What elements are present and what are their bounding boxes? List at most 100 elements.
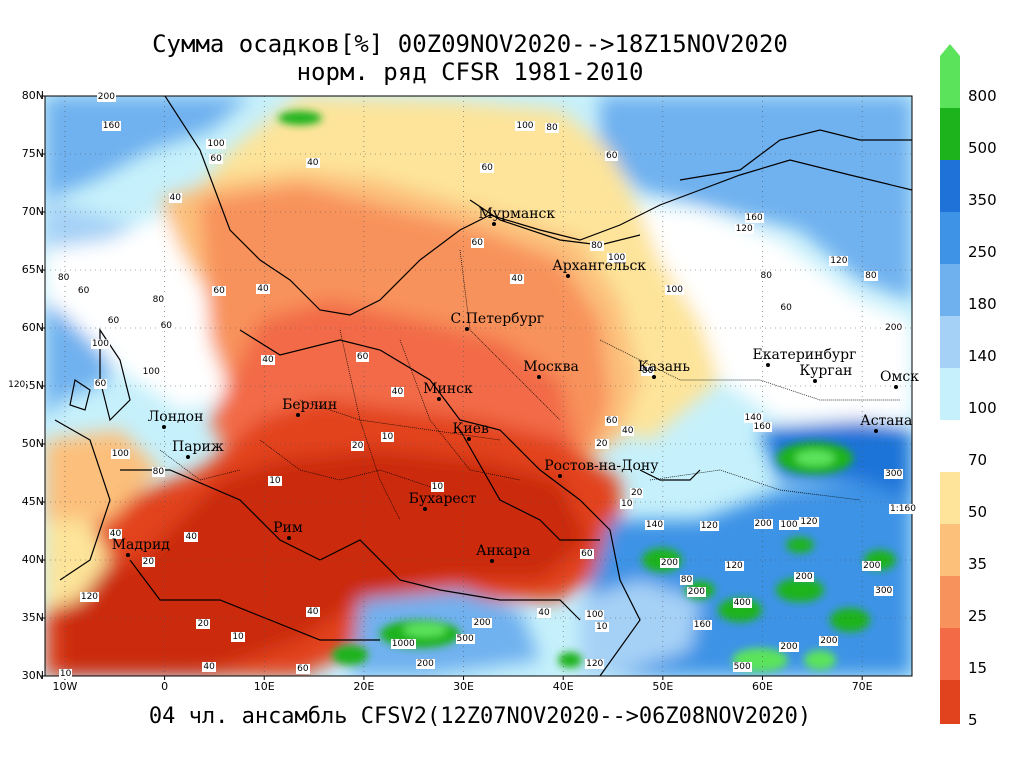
city-name: Мадрид (111, 537, 170, 554)
lat-label-55n: 55N (21, 379, 44, 392)
city-dot (125, 553, 130, 558)
contour-label: 40 (537, 608, 551, 619)
contour-label: 60 (106, 316, 121, 327)
contour-label: 60 (580, 549, 594, 560)
contour-label: 40 (306, 158, 320, 169)
city-name: Берлин (282, 397, 338, 413)
city-dot (296, 413, 301, 417)
contour-label: 60 (355, 352, 370, 362)
lon-label-30e: 30E (453, 680, 475, 693)
contour-label: 60 (212, 285, 226, 296)
contour-label: 40 (202, 661, 216, 672)
city-dot (813, 378, 818, 383)
legend-swatch (940, 316, 960, 368)
contour-label: 120 (79, 592, 100, 603)
contour-label: 20 (629, 487, 644, 498)
contour-label: 80 (545, 123, 559, 134)
contour-label: 200 (819, 636, 839, 647)
city-dot (537, 375, 542, 380)
contour-label: 40 (510, 274, 524, 285)
legend-swatch (940, 472, 960, 524)
contour-label: 60 (605, 151, 619, 162)
legend-swatch (940, 56, 960, 108)
legend-value: 140 (968, 347, 997, 365)
legend-value: 25 (968, 607, 988, 625)
lat-label-40n: 40N (21, 553, 44, 566)
coastlines (54, 96, 912, 676)
contour-label: 140 (644, 520, 665, 531)
lon-label-70e: 70E (851, 680, 873, 693)
lat-label-35n: 35N (21, 611, 44, 624)
contour-label: 40 (390, 386, 405, 397)
contour-label: 100 (206, 138, 226, 149)
contour-label: 80 (590, 240, 604, 251)
contour-label: 1000 (390, 638, 416, 649)
contour-label: 40 (184, 531, 198, 542)
contour-label: 80 (151, 466, 166, 477)
contour-label: 20 (350, 441, 365, 452)
contour-label: 40 (168, 193, 182, 204)
legend-swatch (940, 160, 960, 212)
city-name: Екатеринбург (752, 347, 857, 364)
city-dot (466, 436, 471, 441)
contour-label: 200 (686, 587, 706, 598)
lat-label-80n: 80N (21, 89, 44, 102)
contour-label: 80 (151, 295, 166, 306)
city-dot (874, 428, 879, 433)
contour-label: 120 (724, 560, 744, 571)
lat-label-45n: 45N (21, 495, 44, 508)
legend-swatch (940, 680, 960, 724)
contour-label: 20 (595, 439, 609, 449)
city-name: Москва (523, 359, 579, 376)
contour-label: 200 (415, 659, 435, 670)
city-name: Париж (172, 439, 224, 456)
legend-swatch (940, 212, 960, 264)
lat-label-65n: 65N (21, 263, 44, 276)
city-name: Казань (637, 358, 691, 375)
lat-label-50n: 50N (21, 437, 44, 450)
contour-label: 80 (864, 270, 878, 281)
contour-label: 200 (659, 558, 680, 569)
city-name: Ростов-на-Дону (544, 458, 659, 475)
city-name: Анкара (475, 542, 531, 559)
contour-label: 300 (884, 469, 904, 480)
lon-label-0: 0 (161, 680, 169, 693)
contour-label: 160 (101, 121, 121, 132)
legend-value: 100 (968, 399, 997, 417)
legend-swatch (940, 264, 960, 316)
legend-swatch (940, 524, 960, 576)
map-subtitle: норм. ряд CFSR 1981-2010 (296, 58, 644, 86)
contour-label: 80 (759, 270, 773, 281)
contour-label: 40 (108, 529, 123, 540)
lat-label-70n: 70N (21, 205, 44, 218)
legend-swatch (940, 368, 960, 420)
contour-label: 100 (90, 339, 110, 350)
city-dot (558, 474, 563, 479)
lon-label-10e: 10E (253, 680, 275, 693)
lon-label-20e: 20E (353, 680, 375, 693)
city-dot (422, 506, 427, 511)
contour-label: 10 (595, 622, 609, 633)
contour-label: 200 (862, 560, 882, 571)
legend-value: 180 (968, 295, 997, 313)
contour-label: 80 (56, 273, 71, 284)
city-dot (287, 535, 292, 540)
city-name: Минск (423, 380, 473, 397)
city-dot (161, 424, 166, 429)
legend-value: 50 (968, 503, 988, 521)
contour-label: 60 (480, 162, 494, 173)
city-dot (464, 327, 469, 332)
legend-swatch (940, 576, 960, 628)
contour-label: 60 (76, 285, 91, 296)
contour-label: 40 (261, 355, 275, 366)
contour-label: 100 (607, 253, 627, 264)
legend-value: 350 (968, 191, 997, 209)
city-dot (894, 384, 899, 389)
contour-label: 1:160 (889, 503, 917, 514)
legend-swatch (940, 108, 960, 160)
contour-label: 160 (692, 619, 712, 630)
city-dot (492, 221, 497, 226)
lat-label-60n: 60N (21, 321, 44, 334)
city-dot (186, 455, 190, 460)
contour-label: 100 (141, 367, 161, 378)
